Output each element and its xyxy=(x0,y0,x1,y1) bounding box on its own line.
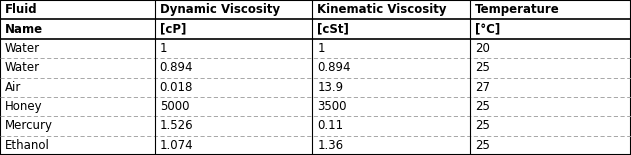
Text: 1: 1 xyxy=(317,42,325,55)
Text: 27: 27 xyxy=(475,81,490,94)
Text: 25: 25 xyxy=(475,139,490,152)
Text: 3500: 3500 xyxy=(317,100,347,113)
Text: Mercury: Mercury xyxy=(5,120,53,132)
Text: 5000: 5000 xyxy=(160,100,189,113)
Text: [°C]: [°C] xyxy=(475,23,500,35)
Text: 0.894: 0.894 xyxy=(317,61,351,74)
Text: 13.9: 13.9 xyxy=(317,81,343,94)
Text: [cSt]: [cSt] xyxy=(317,23,350,35)
Text: Fluid: Fluid xyxy=(5,3,38,16)
Text: Kinematic Viscosity: Kinematic Viscosity xyxy=(317,3,447,16)
Text: Ethanol: Ethanol xyxy=(5,139,50,152)
Text: 0.018: 0.018 xyxy=(160,81,193,94)
Text: Water: Water xyxy=(5,42,40,55)
Text: 25: 25 xyxy=(475,100,490,113)
Text: [cP]: [cP] xyxy=(160,23,186,35)
Text: 0.11: 0.11 xyxy=(317,120,343,132)
Text: Dynamic Viscosity: Dynamic Viscosity xyxy=(160,3,280,16)
Text: 1.36: 1.36 xyxy=(317,139,343,152)
Text: 20: 20 xyxy=(475,42,490,55)
Text: Honey: Honey xyxy=(5,100,43,113)
Text: 1: 1 xyxy=(160,42,167,55)
Text: 1.074: 1.074 xyxy=(160,139,193,152)
Text: 25: 25 xyxy=(475,120,490,132)
Text: Air: Air xyxy=(5,81,21,94)
Text: 0.894: 0.894 xyxy=(160,61,193,74)
Text: Temperature: Temperature xyxy=(475,3,560,16)
Text: Water: Water xyxy=(5,61,40,74)
Text: Name: Name xyxy=(5,23,43,35)
Text: 25: 25 xyxy=(475,61,490,74)
Text: 1.526: 1.526 xyxy=(160,120,193,132)
